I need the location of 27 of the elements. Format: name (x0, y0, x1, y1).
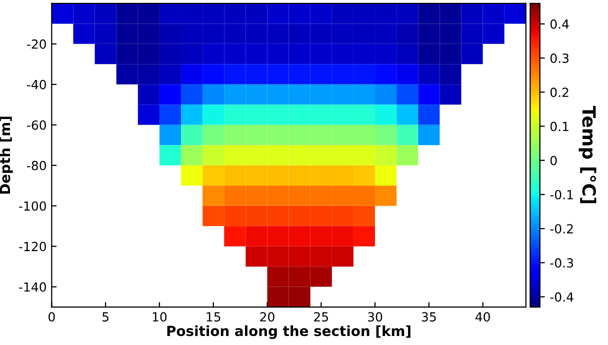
y-tick-label: -140 (19, 282, 46, 292)
x-tick-label: 0 (48, 312, 55, 322)
y-tick-label: -100 (19, 201, 46, 211)
y-tick-label: -20 (27, 39, 46, 49)
color-bar-label: -0.1 (550, 190, 573, 200)
y-tick-label: -40 (27, 80, 46, 90)
color-bar-label: -0.2 (550, 224, 573, 234)
color-bar-label: -0.3 (550, 258, 574, 268)
color-bar-label: 0 (550, 156, 557, 166)
color-bar-label: 0.3 (550, 54, 569, 63)
x-tick-label: 10 (152, 312, 167, 322)
color-bar-label: 0.2 (550, 88, 568, 98)
y-tick-label: -120 (19, 242, 46, 252)
color-bar-label: -0.4 (550, 292, 574, 302)
y-tick-label: -60 (27, 120, 46, 130)
x-tick-label: 30 (368, 312, 382, 322)
x-tick-label: 40 (475, 312, 490, 322)
color-bar-title: Temp [°C] (578, 106, 596, 204)
x-tick-label: 20 (260, 312, 274, 322)
x-tick-label: 5 (102, 312, 108, 322)
x-tick-label: 25 (314, 312, 328, 322)
x-tick-label: 15 (206, 312, 220, 322)
y-tick-label: -80 (27, 160, 46, 170)
x-tick-label: 35 (422, 312, 436, 322)
color-bar-label: 0.4 (550, 19, 569, 29)
color-bar-label: 0.1 (550, 122, 568, 132)
x-axis-title: Position along the section [km] (167, 325, 410, 339)
